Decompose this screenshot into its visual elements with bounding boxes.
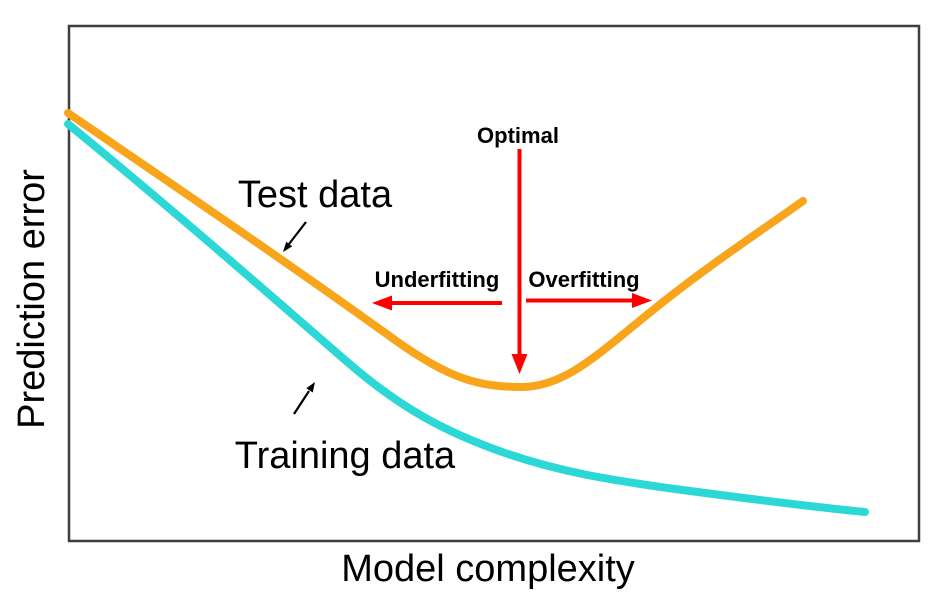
- training-data-pointer-arrow: [293, 382, 315, 415]
- optimal-arrow: [511, 149, 528, 374]
- test-data-curve: [64, 109, 807, 392]
- plot-area-border: [67, 24, 921, 543]
- training-data-pointer-shaft: [293, 390, 310, 415]
- underfitting-arrowhead-icon: [372, 295, 392, 311]
- training-data-curve: [64, 120, 869, 516]
- overfitting-arrow: [526, 293, 652, 308]
- underfitting-label: Underfitting: [375, 267, 500, 292]
- optimal-label: Optimal: [477, 123, 559, 148]
- training-data-label: Training data: [235, 435, 456, 477]
- test-data-label: Test data: [238, 174, 393, 216]
- optimal-arrowhead-icon: [511, 354, 528, 374]
- y-axis-label: Prediction error: [11, 169, 53, 429]
- test-data-pointer-head-icon: [283, 241, 293, 252]
- training-data-pointer-head-icon: [306, 382, 315, 393]
- test-data-pointer-shaft: [288, 221, 307, 245]
- test-data-pointer-arrow: [283, 221, 307, 252]
- overfitting-arrowhead-icon: [632, 293, 652, 308]
- overfitting-label: Overfitting: [528, 267, 639, 292]
- underfitting-arrow: [372, 295, 502, 311]
- x-axis-label: Model complexity: [341, 548, 635, 590]
